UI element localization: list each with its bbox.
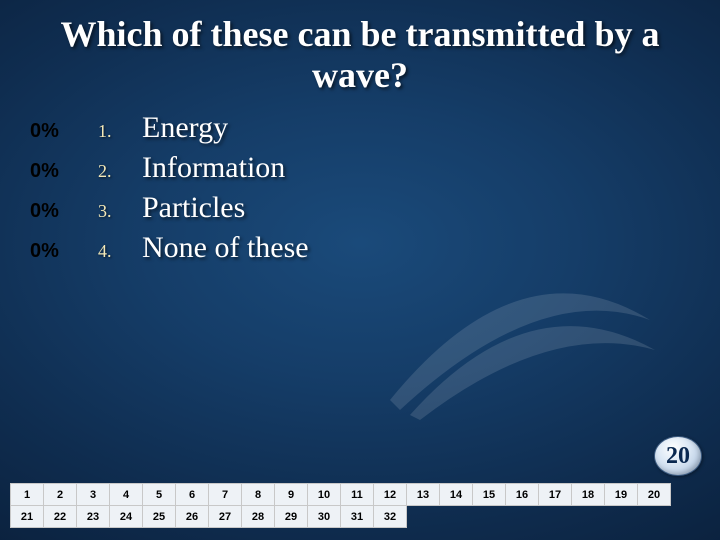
- grid-cell[interactable]: 26: [176, 506, 209, 528]
- participant-grid: 1234567891011121314151617181920212223242…: [10, 483, 671, 528]
- options-list: 0% 1. Energy 0% 2. Information 0% 3. Par…: [0, 111, 720, 271]
- grid-cell[interactable]: 19: [605, 484, 638, 506]
- countdown-timer: 20: [654, 436, 702, 476]
- option-percent: 0%: [30, 240, 98, 263]
- grid-cell[interactable]: 15: [473, 484, 506, 506]
- grid-cell[interactable]: 8: [242, 484, 275, 506]
- question-title: Which of these can be transmitted by a w…: [0, 0, 720, 97]
- option-percent: 0%: [30, 200, 98, 223]
- grid-cell[interactable]: 7: [209, 484, 242, 506]
- option-text: Particles: [142, 191, 245, 225]
- grid-cell-empty: [638, 506, 671, 528]
- grid-cell[interactable]: 30: [308, 506, 341, 528]
- grid-cell[interactable]: 23: [77, 506, 110, 528]
- grid-cell[interactable]: 3: [77, 484, 110, 506]
- option-percent: 0%: [30, 120, 98, 143]
- option-number: 2.: [98, 161, 142, 182]
- grid-cell[interactable]: 25: [143, 506, 176, 528]
- grid-cell[interactable]: 5: [143, 484, 176, 506]
- option-row[interactable]: 0% 4. None of these: [30, 231, 720, 271]
- grid-cell[interactable]: 9: [275, 484, 308, 506]
- grid-cell-empty: [506, 506, 539, 528]
- option-number: 3.: [98, 201, 142, 222]
- grid-cell[interactable]: 16: [506, 484, 539, 506]
- grid-cell[interactable]: 4: [110, 484, 143, 506]
- option-number: 1.: [98, 121, 142, 142]
- grid-cell[interactable]: 14: [440, 484, 473, 506]
- option-row[interactable]: 0% 1. Energy: [30, 111, 720, 151]
- grid-cell-empty: [473, 506, 506, 528]
- grid-cell[interactable]: 12: [374, 484, 407, 506]
- grid-cell[interactable]: 31: [341, 506, 374, 528]
- grid-cell[interactable]: 11: [341, 484, 374, 506]
- grid-cell[interactable]: 1: [11, 484, 44, 506]
- grid-cell[interactable]: 10: [308, 484, 341, 506]
- grid-cell-empty: [572, 506, 605, 528]
- grid-cell[interactable]: 22: [44, 506, 77, 528]
- grid-cell[interactable]: 18: [572, 484, 605, 506]
- grid-cell[interactable]: 32: [374, 506, 407, 528]
- grid-cell-empty: [407, 506, 440, 528]
- grid-cell[interactable]: 2: [44, 484, 77, 506]
- grid-cell[interactable]: 24: [110, 506, 143, 528]
- option-text: Information: [142, 151, 285, 185]
- option-text: None of these: [142, 231, 309, 265]
- option-row[interactable]: 0% 2. Information: [30, 151, 720, 191]
- grid-cell-empty: [539, 506, 572, 528]
- option-number: 4.: [98, 241, 142, 262]
- grid-cell-empty: [605, 506, 638, 528]
- option-text: Energy: [142, 111, 228, 145]
- grid-cell[interactable]: 13: [407, 484, 440, 506]
- grid-cell[interactable]: 21: [11, 506, 44, 528]
- grid-cell[interactable]: 29: [275, 506, 308, 528]
- grid-cell-empty: [440, 506, 473, 528]
- grid-cell[interactable]: 20: [638, 484, 671, 506]
- grid-cell[interactable]: 17: [539, 484, 572, 506]
- grid-cell[interactable]: 28: [242, 506, 275, 528]
- grid-cell[interactable]: 27: [209, 506, 242, 528]
- option-row[interactable]: 0% 3. Particles: [30, 191, 720, 231]
- grid-cell[interactable]: 6: [176, 484, 209, 506]
- option-percent: 0%: [30, 160, 98, 183]
